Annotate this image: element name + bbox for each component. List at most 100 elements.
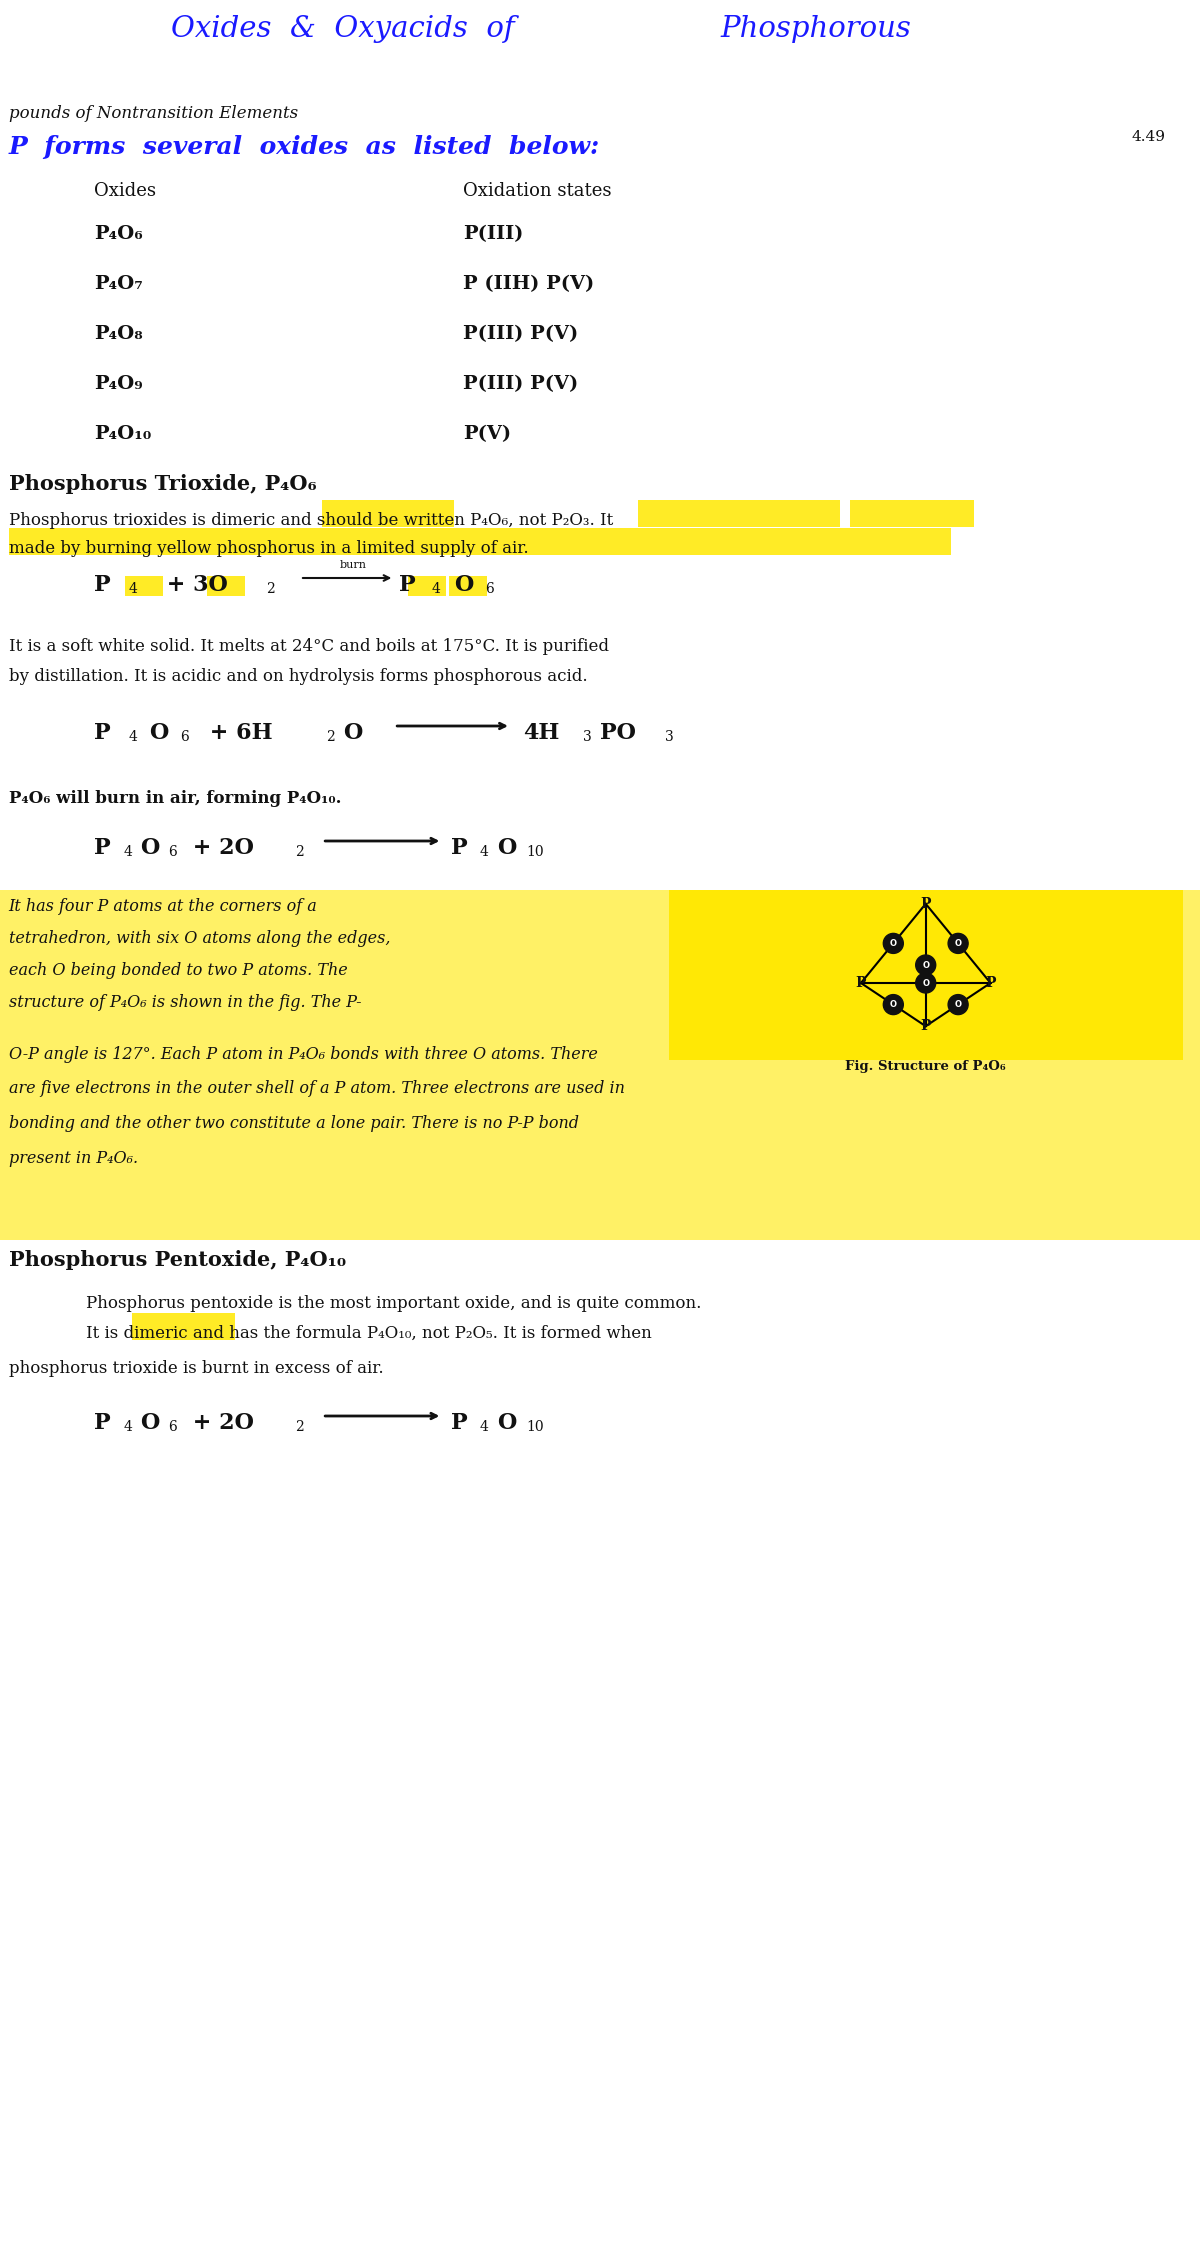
- Text: 2: 2: [265, 583, 275, 596]
- Text: P: P: [95, 1413, 110, 1433]
- Text: O: O: [923, 962, 929, 968]
- Text: P: P: [920, 896, 931, 912]
- Bar: [125, 576, 163, 596]
- Text: O: O: [890, 939, 896, 948]
- Text: P (IIH) P(V): P (IIH) P(V): [463, 274, 594, 293]
- Text: Fig. Structure of P₄O₆: Fig. Structure of P₄O₆: [846, 1059, 1006, 1073]
- Text: O: O: [890, 1000, 896, 1009]
- Text: Phosphorus Pentoxide, P₄O₁₀: Phosphorus Pentoxide, P₄O₁₀: [8, 1250, 346, 1270]
- Text: 6: 6: [180, 730, 188, 744]
- Text: 4: 4: [124, 1420, 132, 1433]
- Circle shape: [883, 934, 904, 953]
- Text: P(III): P(III): [463, 225, 523, 243]
- Text: burn: burn: [340, 560, 366, 569]
- Circle shape: [948, 996, 968, 1014]
- Text: P: P: [95, 837, 110, 860]
- Text: + 3O: + 3O: [160, 574, 228, 596]
- Text: each O being bonded to two P atoms. The: each O being bonded to two P atoms. The: [8, 962, 347, 980]
- Text: pounds of Nontransition Elements: pounds of Nontransition Elements: [8, 104, 298, 122]
- Text: P(V): P(V): [463, 424, 511, 442]
- Text: It is a soft white solid. It melts at 24°C and boils at 175°C. It is purified: It is a soft white solid. It melts at 24…: [8, 637, 608, 655]
- Text: + 2O: + 2O: [185, 837, 254, 860]
- Text: bonding and the other two constitute a lone pair. There is no P-P bond: bonding and the other two constitute a l…: [8, 1116, 578, 1132]
- Text: O: O: [497, 837, 516, 860]
- Text: O: O: [343, 721, 362, 744]
- Circle shape: [883, 996, 904, 1014]
- Text: O: O: [955, 1000, 961, 1009]
- Text: made by burning yellow phosphorus in a limited supply of air.: made by burning yellow phosphorus in a l…: [8, 540, 528, 558]
- Text: O: O: [923, 978, 929, 987]
- Bar: [8, 528, 952, 556]
- Text: O: O: [497, 1413, 516, 1433]
- Text: P: P: [985, 975, 996, 991]
- Text: 10: 10: [527, 1420, 544, 1433]
- Text: Phosphorous: Phosphorous: [720, 16, 911, 43]
- Text: P₄O₆: P₄O₆: [95, 225, 143, 243]
- Text: phosphorus trioxide is burnt in excess of air.: phosphorus trioxide is burnt in excess o…: [8, 1361, 383, 1377]
- Text: + 2O: + 2O: [185, 1413, 254, 1433]
- Text: 4: 4: [480, 846, 488, 860]
- Text: 4: 4: [432, 583, 440, 596]
- Text: 4H: 4H: [523, 721, 559, 744]
- Text: Oxidation states: Oxidation states: [463, 181, 611, 200]
- Text: P₄O₆ will burn in air, forming P₄O₁₀.: P₄O₆ will burn in air, forming P₄O₁₀.: [8, 789, 341, 807]
- Circle shape: [948, 934, 968, 953]
- Text: P(III) P(V): P(III) P(V): [463, 374, 578, 392]
- Bar: [323, 499, 455, 526]
- Bar: [668, 889, 1183, 1059]
- Bar: [851, 499, 973, 526]
- Text: 4: 4: [128, 583, 138, 596]
- Text: present in P₄O₆.: present in P₄O₆.: [8, 1150, 138, 1168]
- Text: P: P: [451, 1413, 468, 1433]
- Circle shape: [916, 973, 936, 993]
- Text: P₄O₈: P₄O₈: [95, 324, 143, 342]
- Text: 3: 3: [583, 730, 592, 744]
- Text: It is dimeric and has the formula P₄O₁₀, not P₂O₅. It is formed when: It is dimeric and has the formula P₄O₁₀,…: [85, 1325, 652, 1343]
- Text: P: P: [920, 1018, 931, 1034]
- Text: 4: 4: [480, 1420, 488, 1433]
- Text: by distillation. It is acidic and on hydrolysis forms phosphorous acid.: by distillation. It is acidic and on hyd…: [8, 669, 587, 685]
- Bar: [132, 1313, 235, 1340]
- Text: P(III) P(V): P(III) P(V): [463, 324, 578, 342]
- Text: 10: 10: [527, 846, 544, 860]
- Text: + 6H: + 6H: [203, 721, 272, 744]
- Text: O: O: [955, 939, 961, 948]
- Bar: [408, 576, 445, 596]
- Text: 4.49: 4.49: [1132, 129, 1165, 143]
- Bar: [208, 576, 245, 596]
- Text: P: P: [95, 574, 110, 596]
- Text: structure of P₄O₆ is shown in the fig. The P-: structure of P₄O₆ is shown in the fig. T…: [8, 993, 361, 1012]
- Text: O: O: [140, 837, 160, 860]
- Text: O: O: [149, 721, 168, 744]
- Text: 2: 2: [295, 846, 304, 860]
- Text: It has four P atoms at the corners of a: It has four P atoms at the corners of a: [8, 898, 317, 914]
- Text: are five electrons in the outer shell of a P atom. Three electrons are used in: are five electrons in the outer shell of…: [8, 1080, 624, 1098]
- Text: P₄O₁₀: P₄O₁₀: [95, 424, 151, 442]
- Bar: [637, 499, 840, 526]
- Text: 3: 3: [665, 730, 674, 744]
- Text: Phosphorus pentoxide is the most important oxide, and is quite common.: Phosphorus pentoxide is the most importa…: [85, 1295, 701, 1311]
- Text: P: P: [451, 837, 468, 860]
- Bar: [449, 576, 487, 596]
- Text: 2: 2: [295, 1420, 304, 1433]
- Text: 4: 4: [124, 846, 132, 860]
- Text: O-P angle is 127°. Each P atom in P₄O₆ bonds with three O atoms. There: O-P angle is 127°. Each P atom in P₄O₆ b…: [8, 1046, 598, 1064]
- Text: O: O: [140, 1413, 160, 1433]
- Text: tetrahedron, with six O atoms along the edges,: tetrahedron, with six O atoms along the …: [8, 930, 390, 948]
- Text: Oxides: Oxides: [95, 181, 156, 200]
- Text: P₄O₇: P₄O₇: [95, 274, 143, 293]
- Text: Phosphorus Trioxide, P₄O₆: Phosphorus Trioxide, P₄O₆: [8, 474, 316, 494]
- Text: Oxides  &  Oxyacids  of: Oxides & Oxyacids of: [172, 16, 515, 43]
- Text: O: O: [455, 574, 474, 596]
- Text: P: P: [95, 721, 110, 744]
- Bar: [0, 889, 1200, 1241]
- Text: Phosphorus trioxides is dimeric and should be written P₄O₆, not P₂O₃. It: Phosphorus trioxides is dimeric and shou…: [8, 513, 613, 528]
- Text: 2: 2: [325, 730, 335, 744]
- Text: P  forms  several  oxides  as  listed  below:: P forms several oxides as listed below:: [8, 136, 600, 159]
- Text: P: P: [400, 574, 416, 596]
- Text: 6: 6: [485, 583, 494, 596]
- Text: P₄O₉: P₄O₉: [95, 374, 143, 392]
- Text: 6: 6: [168, 1420, 176, 1433]
- Text: 4: 4: [128, 730, 138, 744]
- Text: P: P: [856, 975, 866, 991]
